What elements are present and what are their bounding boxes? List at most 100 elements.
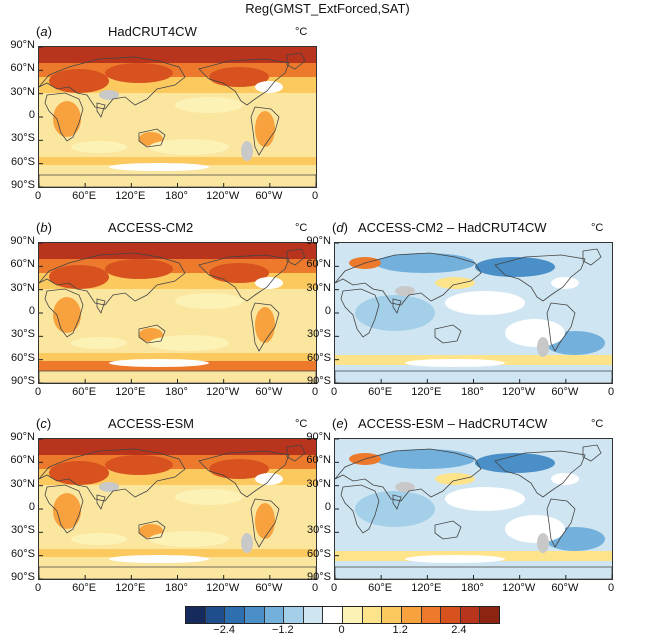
lon-tick-label: 120°W — [206, 582, 240, 594]
lat-tick-label: 90°N — [10, 431, 35, 443]
lat-tick-label: 60°S — [307, 351, 331, 364]
lon-tick-label: 60°E — [72, 190, 97, 202]
lat-tick-label: 60°S — [11, 351, 35, 364]
lon-tick-label: 0 — [311, 582, 319, 594]
lat-tick-label: 0 — [28, 109, 35, 121]
lat-tick-label: 60°N — [10, 258, 35, 271]
lon-tick-label: 180° — [165, 582, 188, 594]
colorbar-swatch — [225, 607, 245, 623]
panel-d-title: ACCESS-CM2 – HadCRUT4CW — [358, 220, 547, 235]
lon-tick-label: 0 — [330, 386, 338, 398]
lat-tick-label: 90°S — [307, 375, 331, 387]
panel-c-unit-label: °C — [295, 418, 308, 430]
colorbar-tick-label: 2.4 — [451, 624, 467, 636]
panel-b-title: ACCESS-CM2 — [108, 220, 194, 235]
lat-tick-label: 30°N — [10, 281, 35, 294]
colorbar-swatch — [480, 607, 499, 623]
lon-tick-label: 120°E — [115, 386, 146, 398]
figure-title: Reg(GMST_ExtForced,SAT) — [245, 1, 410, 16]
colorbar-swatch — [401, 607, 422, 623]
lon-tick-label: 60°E — [368, 386, 393, 398]
lon-tick-label: 60°W — [551, 386, 579, 398]
lon-tick-label: 60°W — [255, 582, 283, 594]
map-panel-c-plot — [39, 439, 316, 579]
panel-e-letter: (e) — [332, 416, 348, 431]
lat-tick-label: 60°S — [11, 155, 35, 168]
colorbar-swatch — [205, 607, 226, 623]
panel-b-letter: (b) — [36, 220, 52, 235]
colorbar-swatch — [186, 607, 206, 623]
colorbar-swatch — [382, 607, 402, 623]
lon-tick-label: 180° — [165, 386, 188, 398]
lon-tick-label: 60°W — [551, 582, 579, 594]
lat-tick-label: 90°S — [11, 179, 35, 191]
map-panel-b — [38, 242, 317, 384]
lat-tick-label: 30°N — [306, 281, 331, 294]
lon-tick-label: 0 — [607, 386, 615, 398]
lat-tick-label: 30°S — [307, 328, 331, 341]
map-panel-a-plot — [39, 47, 316, 187]
colorbar-swatch — [244, 607, 265, 623]
lat-tick-label: 60°N — [306, 258, 331, 271]
lat-tick-label: 90°N — [10, 39, 35, 51]
panel-b-unit-label: °C — [295, 222, 308, 234]
colorbar-swatch — [441, 607, 461, 623]
lon-tick-label: 120°W — [206, 190, 240, 202]
lon-tick-label: 0 — [34, 582, 42, 594]
colorbar-tick-label: 1.2 — [392, 624, 408, 636]
map-panel-c — [38, 438, 317, 580]
colorbar — [185, 606, 500, 624]
map-panel-e — [334, 438, 613, 580]
lon-tick-label: 60°E — [72, 386, 97, 398]
lat-tick-label: 0 — [28, 501, 35, 513]
map-panel-b-plot — [39, 243, 316, 383]
colorbar-swatch — [362, 607, 383, 623]
colorbar-swatch — [323, 607, 343, 623]
map-panel-d — [334, 242, 613, 384]
map-panel-d-plot — [335, 243, 612, 383]
lon-tick-label: 120°E — [411, 582, 442, 594]
lon-tick-label: 120°W — [206, 386, 240, 398]
lat-tick-label: 30°N — [306, 477, 331, 490]
panel-e-title: ACCESS-ESM – HadCRUT4CW — [358, 416, 548, 431]
panel-a-title: HadCRUT4CW — [108, 24, 197, 39]
colorbar-tick-label: 0 — [338, 624, 345, 636]
lat-tick-label: 90°N — [306, 235, 331, 247]
lat-tick-label: 30°S — [11, 328, 35, 341]
lon-tick-label: 120°E — [411, 386, 442, 398]
lon-tick-label: 180° — [165, 190, 188, 202]
lat-tick-label: 60°N — [10, 454, 35, 467]
panel-a-letter: (a) — [36, 24, 52, 39]
colorbar-swatch — [421, 607, 442, 623]
panel-c-letter: (c) — [36, 416, 52, 431]
map-panel-a — [38, 46, 317, 188]
lat-tick-label: 30°N — [10, 477, 35, 490]
lat-tick-label: 30°S — [307, 524, 331, 537]
lon-tick-label: 0 — [311, 386, 319, 398]
lon-tick-label: 60°W — [255, 190, 283, 202]
panel-e-unit-label: °C — [591, 418, 604, 430]
colorbar-tick-label: −1.2 — [271, 624, 294, 636]
lat-tick-label: 30°S — [11, 132, 35, 145]
lon-tick-label: 60°W — [255, 386, 283, 398]
lon-tick-label: 180° — [461, 386, 484, 398]
lat-tick-label: 90°S — [11, 571, 35, 583]
colorbar-swatch — [460, 607, 481, 623]
panel-a-unit-label: °C — [295, 26, 308, 38]
lon-tick-label: 120°W — [502, 386, 536, 398]
lon-tick-label: 120°W — [502, 582, 536, 594]
lat-tick-label: 90°N — [10, 235, 35, 247]
colorbar-swatch — [303, 607, 324, 623]
colorbar-swatch — [284, 607, 304, 623]
lon-tick-label: 120°E — [115, 582, 146, 594]
lon-tick-label: 180° — [461, 582, 484, 594]
lat-tick-label: 30°N — [10, 85, 35, 98]
panel-d-unit-label: °C — [591, 222, 604, 234]
lat-tick-label: 90°S — [307, 571, 331, 583]
panel-c-title: ACCESS-ESM — [108, 416, 194, 431]
lon-tick-label: 0 — [330, 582, 338, 594]
lon-tick-label: 60°E — [72, 582, 97, 594]
lat-tick-label: 60°S — [307, 547, 331, 560]
colorbar-swatch — [264, 607, 285, 623]
lat-tick-label: 30°S — [11, 524, 35, 537]
